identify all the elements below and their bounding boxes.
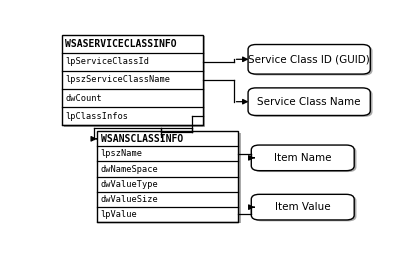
- Text: lpServiceClassId: lpServiceClassId: [66, 57, 149, 66]
- Text: lpClassInfos: lpClassInfos: [66, 112, 128, 121]
- Text: dwValueType: dwValueType: [101, 180, 159, 189]
- Text: Item Value: Item Value: [275, 202, 331, 212]
- Text: lpValue: lpValue: [101, 210, 137, 219]
- Text: dwCount: dwCount: [66, 94, 102, 103]
- Text: Item Name: Item Name: [274, 153, 332, 163]
- FancyBboxPatch shape: [254, 146, 356, 172]
- Text: WSASERVICECLASSINFO: WSASERVICECLASSINFO: [66, 39, 177, 49]
- Text: lpszServiceClassName: lpszServiceClassName: [66, 76, 171, 84]
- FancyBboxPatch shape: [64, 36, 205, 127]
- Text: Service Class ID (GUID): Service Class ID (GUID): [248, 54, 370, 64]
- FancyBboxPatch shape: [61, 35, 203, 125]
- FancyBboxPatch shape: [250, 46, 373, 76]
- FancyBboxPatch shape: [251, 145, 354, 171]
- Text: lpszName: lpszName: [101, 150, 143, 158]
- FancyBboxPatch shape: [97, 131, 238, 222]
- FancyBboxPatch shape: [248, 88, 370, 115]
- FancyBboxPatch shape: [254, 196, 356, 221]
- FancyBboxPatch shape: [251, 194, 354, 220]
- Text: dwValueSize: dwValueSize: [101, 195, 159, 204]
- FancyBboxPatch shape: [250, 89, 373, 117]
- Text: Service Class Name: Service Class Name: [257, 97, 361, 107]
- FancyBboxPatch shape: [99, 133, 241, 223]
- Text: WSANSCLASSINFO: WSANSCLASSINFO: [101, 134, 183, 144]
- Text: dwNameSpace: dwNameSpace: [101, 165, 159, 174]
- FancyBboxPatch shape: [248, 45, 370, 74]
